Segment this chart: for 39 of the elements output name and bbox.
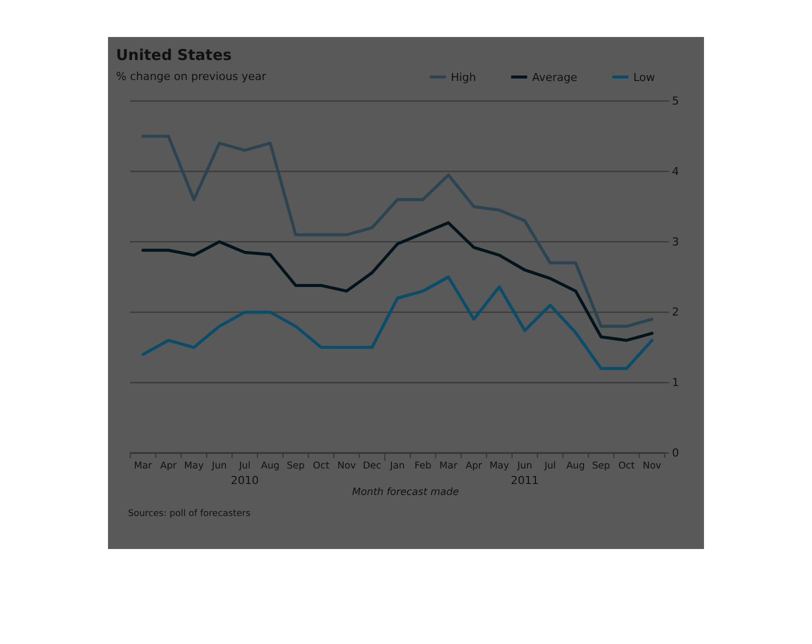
line-series xyxy=(142,276,654,370)
x-tick-label: Aug xyxy=(260,460,280,472)
legend-label: Low xyxy=(633,71,655,84)
x-tick-label: Mar xyxy=(439,460,458,472)
x-tick-label: Jul xyxy=(543,460,556,472)
y-tick-label: 2 xyxy=(672,306,679,319)
legend-label: Average xyxy=(532,71,578,84)
x-tick-label: Jun xyxy=(210,460,227,472)
x-tick-label: Nov xyxy=(337,460,356,472)
x-tick-label: Dec xyxy=(362,460,382,472)
legend-label: High xyxy=(450,71,476,84)
y-tick-label: 1 xyxy=(672,376,679,390)
x-tick-label: Apr xyxy=(466,460,482,472)
y-tick-label: 5 xyxy=(672,94,679,108)
x-tick-label: Aug xyxy=(566,460,585,472)
text: 2011 xyxy=(510,474,539,487)
x-tick-label: Feb xyxy=(414,460,432,472)
source-note: Sources: poll of forecasters xyxy=(128,509,251,519)
x-axis-title: Month forecast made xyxy=(352,487,459,498)
x-tick-label: Mar xyxy=(134,460,152,472)
chart-title: United States xyxy=(116,46,232,64)
y-tick-label: 4 xyxy=(672,164,679,178)
x-tick-label: Jun xyxy=(516,460,532,472)
x-tick-label: Nov xyxy=(642,460,662,472)
x-tick-label: May xyxy=(184,460,204,472)
x-tick-label: Oct xyxy=(618,460,636,472)
line-series xyxy=(142,134,654,328)
x-tick-label: May xyxy=(489,460,510,472)
y-tick-label: 3 xyxy=(672,235,679,248)
y-tick-label: 0 xyxy=(672,446,679,460)
x-tick-label: Apr xyxy=(160,460,177,472)
x-tick-label: Jul xyxy=(238,460,251,472)
line-series xyxy=(142,221,654,342)
text: 2010 xyxy=(230,474,259,487)
x-tick-label: Jan xyxy=(389,460,405,472)
chart-subtitle: % change on previous year xyxy=(116,70,267,83)
x-tick-label: Oct xyxy=(312,460,330,472)
x-tick-label: Sep xyxy=(592,460,610,472)
x-tick-label: Sep xyxy=(286,460,305,472)
